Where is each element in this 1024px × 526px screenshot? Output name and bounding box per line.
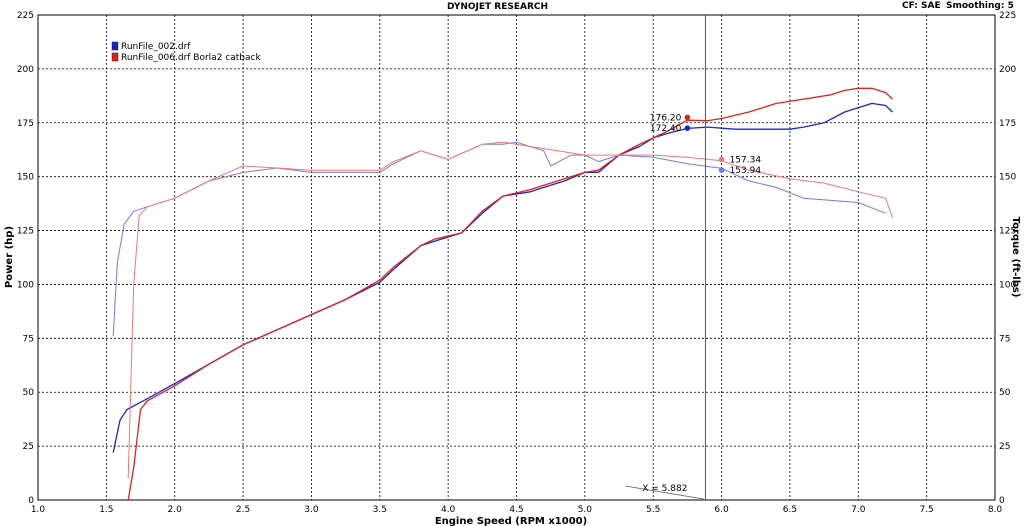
x-tick-label: 7.0 bbox=[851, 505, 866, 515]
x-tick-label: 6.0 bbox=[714, 505, 729, 515]
chart-series bbox=[112, 87, 893, 501]
x-tick-label: 2.5 bbox=[236, 505, 250, 515]
x-tick-label: 1.0 bbox=[31, 505, 46, 515]
x-tick-label: 1.5 bbox=[99, 505, 113, 515]
x-tick-label: 3.0 bbox=[304, 505, 319, 515]
x-tick-label: 6.5 bbox=[783, 505, 797, 515]
y2-tick-label: 150 bbox=[999, 173, 1016, 183]
legend-label: RunFile_006.drf Borla2 catback bbox=[121, 53, 261, 63]
legend-swatch bbox=[111, 52, 119, 62]
y2-tick-label: 200 bbox=[999, 65, 1016, 75]
y-tick-label: 0 bbox=[28, 496, 34, 506]
y-tick-label: 125 bbox=[17, 227, 34, 237]
y2-tick-label: 125 bbox=[999, 227, 1016, 237]
y-axis-title: Power (hp) bbox=[4, 226, 15, 288]
series-line-torque-run1 bbox=[112, 141, 886, 337]
y2-tick-label: 225 bbox=[999, 11, 1016, 21]
x-tick-label: 5.5 bbox=[646, 505, 660, 515]
x-tick-label: 4.0 bbox=[441, 505, 456, 515]
y-tick-label: 25 bbox=[23, 442, 34, 452]
marker-dot bbox=[718, 167, 725, 173]
cursor-pointer bbox=[625, 485, 704, 500]
chart-title: DYNOJET RESEARCH bbox=[447, 2, 549, 12]
cursor-label: X = 5.882 bbox=[642, 484, 687, 494]
y2-tick-label: 75 bbox=[999, 334, 1010, 344]
y-tick-label: 75 bbox=[23, 334, 34, 344]
series-line-power-run2 bbox=[127, 87, 893, 501]
y-tick-label: 225 bbox=[17, 11, 34, 21]
grid-lines bbox=[37, 14, 996, 501]
x-tick-label: 5.0 bbox=[578, 505, 593, 515]
marker-label: 157.34 bbox=[730, 155, 762, 165]
correction-factor-label: CF: SAE bbox=[902, 1, 941, 11]
x-tick-label: 2.0 bbox=[168, 505, 183, 515]
y-tick-label: 175 bbox=[17, 119, 34, 129]
x-tick-label: 8.0 bbox=[988, 505, 1003, 515]
x-tick-label: 7.5 bbox=[919, 505, 933, 515]
y2-tick-label: 0 bbox=[999, 496, 1005, 506]
y-tick-label: 200 bbox=[17, 65, 34, 75]
marker-label: 172.40 bbox=[650, 124, 682, 134]
y2-axis-title: Torque (ft-lbs) bbox=[1010, 217, 1021, 298]
y2-tick-label: 25 bbox=[999, 442, 1010, 452]
y2-tick-label: 100 bbox=[999, 280, 1016, 290]
legend-swatch bbox=[111, 41, 119, 51]
series-line-power-run1 bbox=[112, 102, 893, 453]
y-tick-label: 100 bbox=[17, 280, 34, 290]
y-tick-label: 50 bbox=[23, 388, 35, 398]
marker-label: 176.20 bbox=[650, 113, 682, 123]
marker-dot bbox=[684, 125, 691, 131]
tick-labels: 1.0 1.5 2.0 2.5 3.0 3.5 4.0 4.5 5.0 5.5 6.0 6.5 7.0 7… bbox=[17, 11, 1017, 515]
y2-tick-label: 175 bbox=[999, 119, 1016, 129]
marker-dot bbox=[684, 114, 691, 121]
y2-tick-label: 50 bbox=[999, 388, 1011, 398]
x-tick-label: 3.5 bbox=[373, 505, 387, 515]
legend-label: RunFile_002.drf bbox=[121, 42, 191, 52]
smoothing-label: Smoothing: 5 bbox=[946, 1, 1014, 11]
marker-label: 153.94 bbox=[730, 166, 762, 176]
x-axis-title: Engine Speed (RPM x1000) bbox=[435, 516, 587, 526]
y-tick-label: 150 bbox=[17, 173, 34, 183]
marker-dot bbox=[718, 156, 725, 163]
rpm-cursor[interactable]: X = 5.882 bbox=[625, 15, 706, 500]
series-line-torque-run2 bbox=[127, 141, 893, 479]
x-tick-label: 4.5 bbox=[509, 505, 523, 515]
